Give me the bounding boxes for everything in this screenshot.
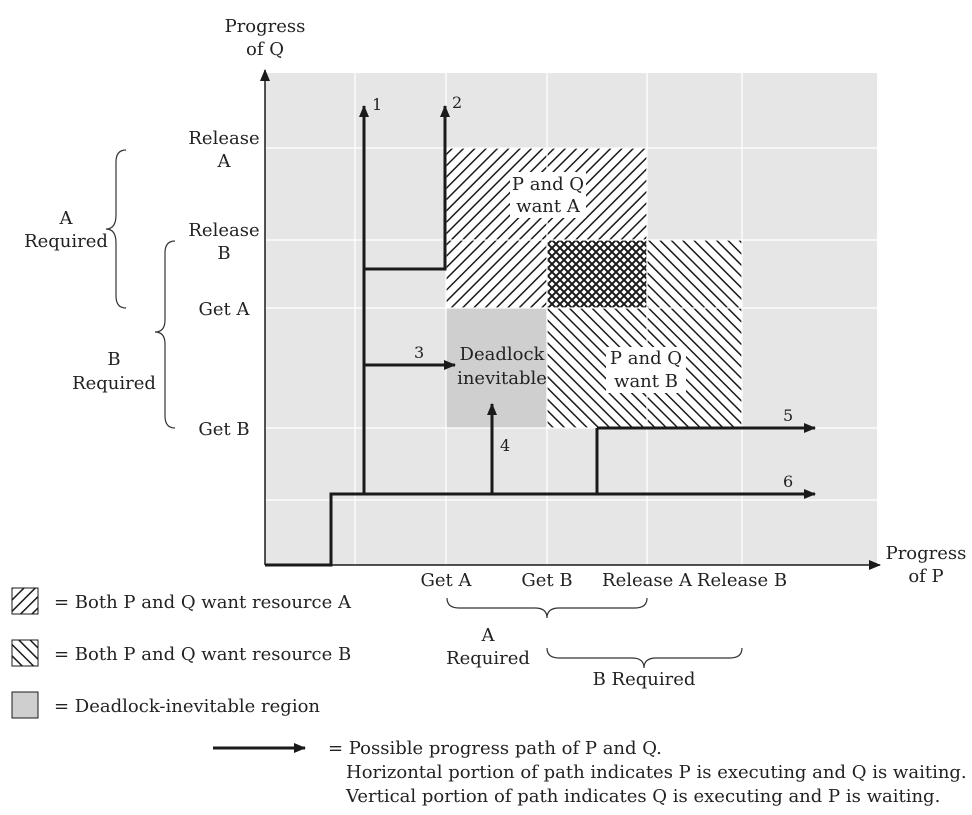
want-b-label-1: P and Q [610, 348, 682, 369]
legend-swatch-hatch-a [11, 587, 39, 615]
y-tick-release-b-2: B [217, 243, 230, 264]
x-axis-title-2: of P [908, 566, 943, 587]
y-tick-release-a-1: Release [188, 128, 259, 149]
brace-x-b-label: B Required [593, 669, 696, 690]
legend-deadlock-text: = Deadlock-inevitable region [54, 696, 320, 717]
x-tick-get-b: Get B [521, 570, 572, 591]
region-overlap [547, 240, 647, 308]
brace-a-label-2: Required [24, 231, 108, 252]
want-b-label-2: want B [614, 371, 678, 392]
path-2-label: 2 [452, 93, 462, 112]
y-tick-release-a-2: A [217, 151, 232, 172]
legend-swatch-hatch-b [11, 639, 39, 667]
want-a-label-2: want A [516, 196, 581, 217]
deadlock-label-2: inevitable [457, 368, 547, 389]
deadlock-label-1: Deadlock [460, 344, 546, 365]
want-a-label-1: P and Q [512, 174, 584, 195]
y-tick-release-b-1: Release [188, 220, 259, 241]
brace-a-required-x [446, 597, 648, 619]
path-5-label: 5 [783, 406, 793, 425]
legend-hatch-a-text: = Both P and Q want resource A [54, 592, 352, 613]
brace-x-a-label-1: A [481, 625, 496, 646]
x-tick-get-a: Get A [421, 570, 473, 591]
path-base [265, 428, 599, 567]
progress-paths [265, 105, 816, 567]
brace-b-required-x [546, 647, 743, 669]
legend-path-text-2: Horizontal portion of path indicates P i… [346, 762, 967, 783]
x-tick-release-b: Release B [697, 570, 787, 591]
path-1-label: 1 [372, 95, 382, 114]
path-3-label: 3 [414, 343, 424, 362]
legend-path-text-1: = Possible progress path of P and Q. [328, 738, 662, 759]
path-6-label: 6 [783, 472, 793, 491]
x-axis-title-1: Progress [886, 543, 967, 564]
legend-hatch-b-text: = Both P and Q want resource B [54, 644, 351, 665]
y-tick-get-b: Get B [198, 419, 249, 440]
path-4-label: 4 [500, 436, 510, 455]
brace-a-label-1: A [59, 208, 74, 229]
y-axis-title-2: of Q [246, 39, 284, 60]
brace-b-label-2: Required [72, 373, 156, 394]
legend: = Both P and Q want resource A = Both P … [11, 587, 967, 807]
brace-a-required-y [105, 149, 127, 309]
x-tick-release-a: Release A [602, 570, 693, 591]
y-tick-get-a: Get A [199, 299, 251, 320]
legend-swatch-deadlock [11, 691, 39, 719]
brace-x-a-label-2: Required [446, 648, 530, 669]
brace-b-label-1: B [107, 349, 120, 370]
y-axis-title-1: Progress [225, 16, 306, 37]
legend-path-text-3: Vertical portion of path indicates Q is … [345, 786, 940, 807]
brace-b-required-y [154, 240, 176, 429]
path-2 [364, 105, 450, 271]
